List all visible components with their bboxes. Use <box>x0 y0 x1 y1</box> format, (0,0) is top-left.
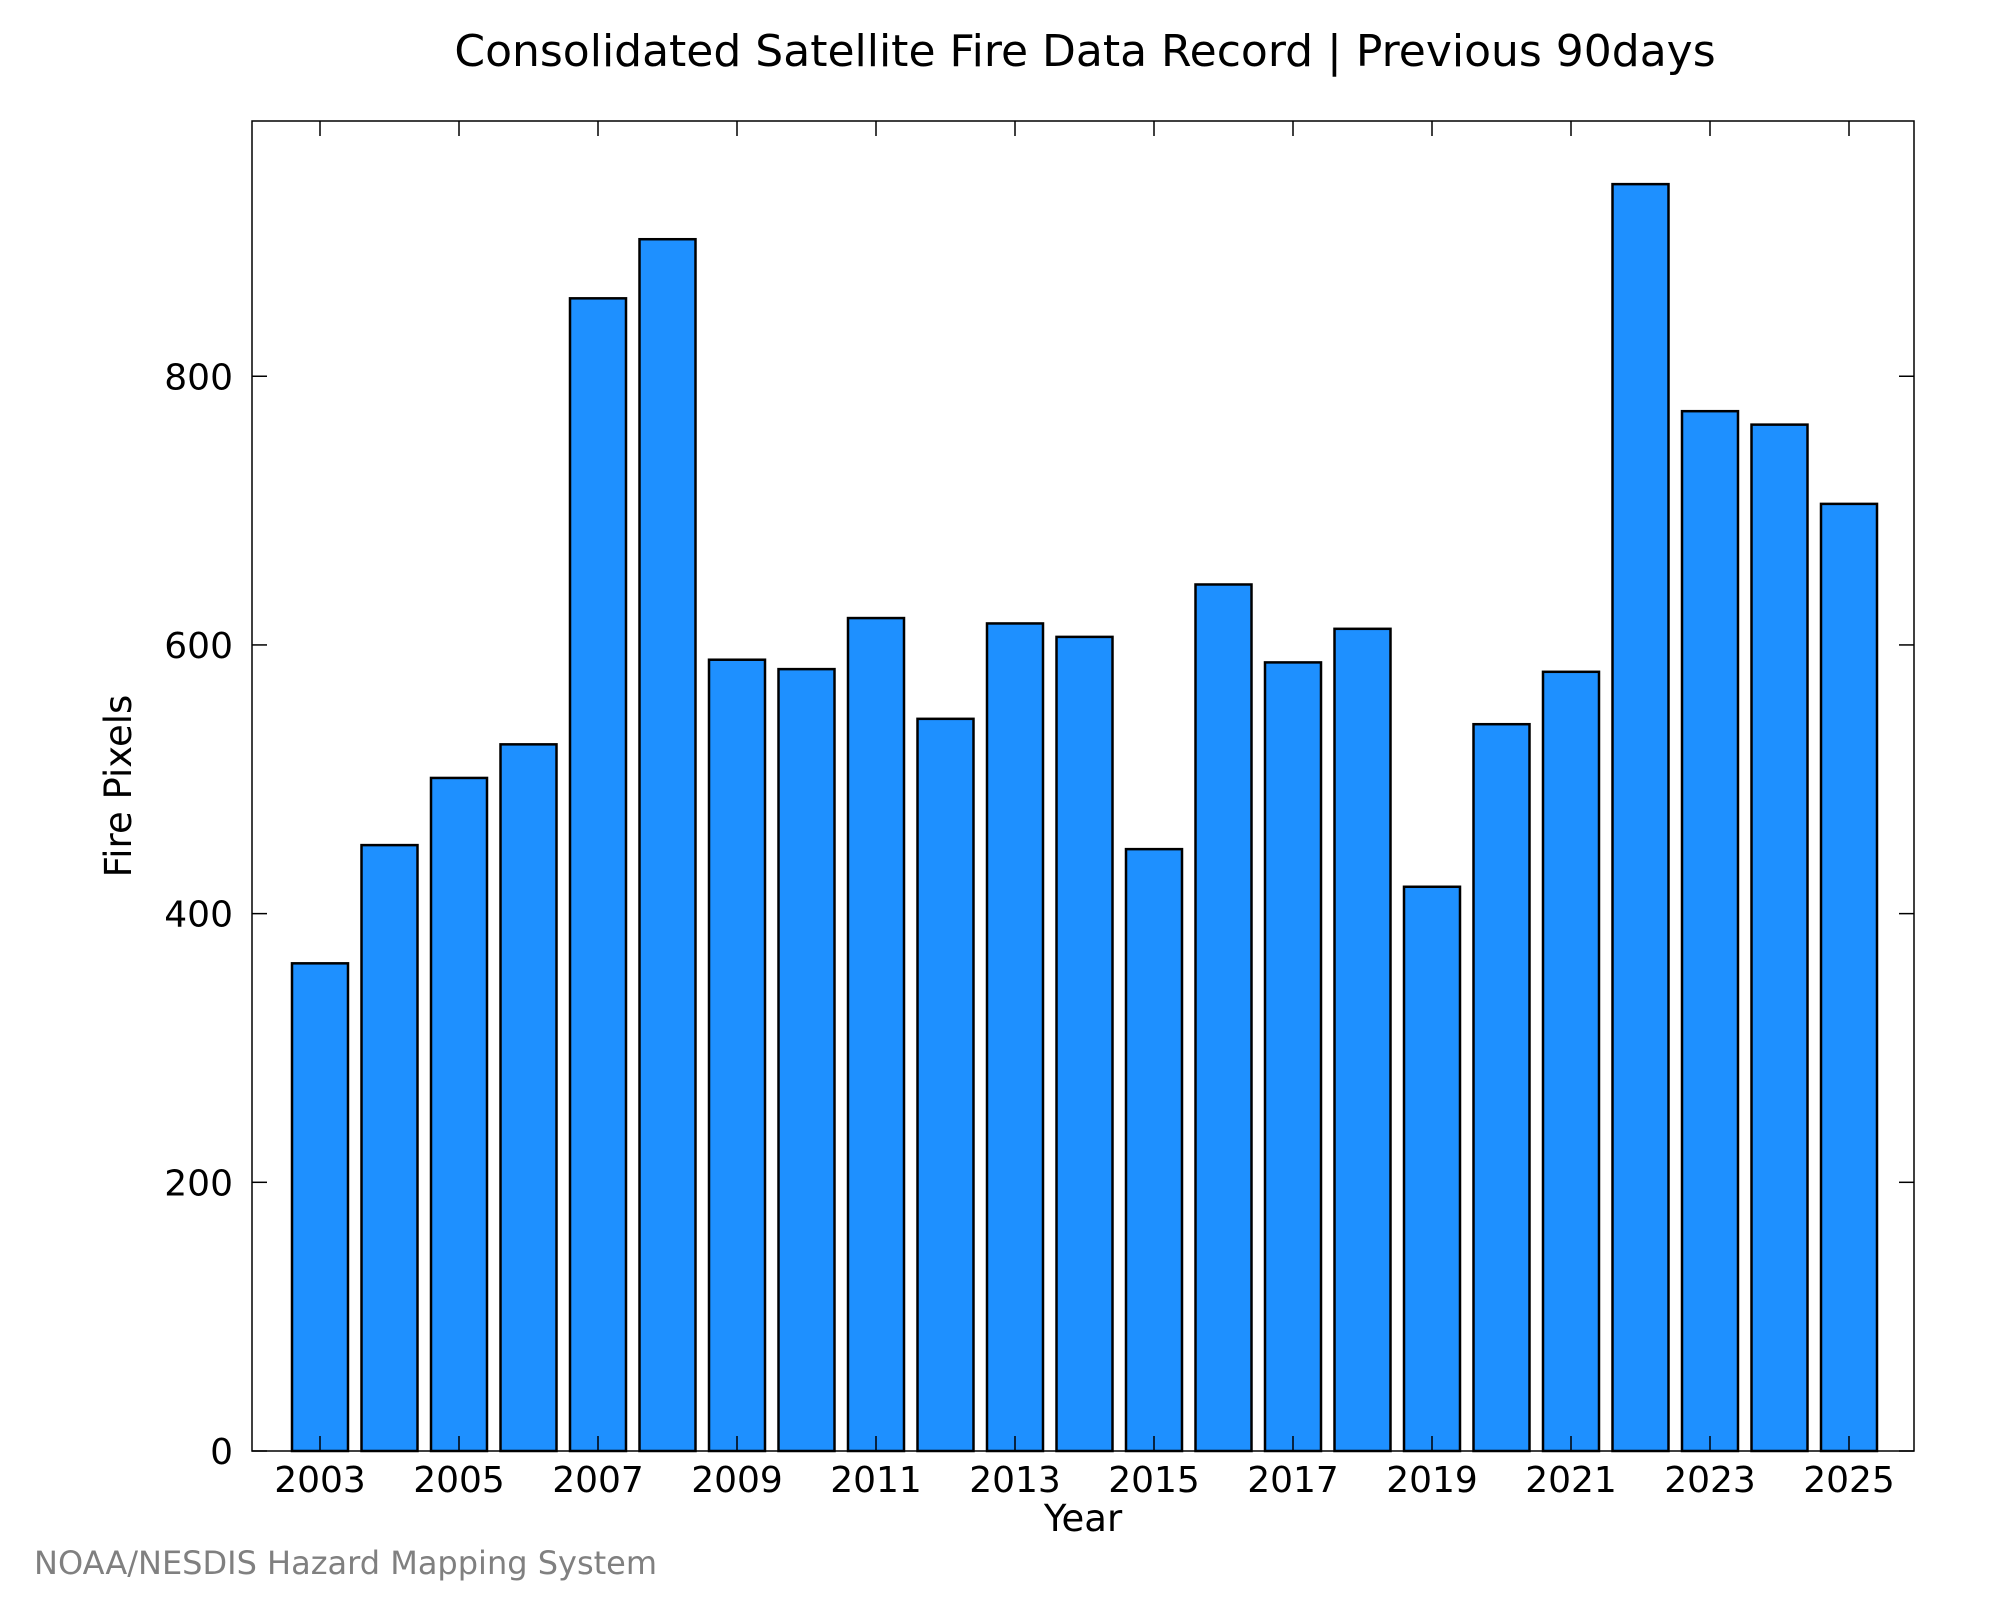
bar-2017 <box>1263 661 1323 1453</box>
x-tick-label-2005: 2005 <box>413 1460 505 1501</box>
x-tick-label-2009: 2009 <box>691 1460 783 1501</box>
bar-2020 <box>1472 722 1531 1453</box>
y-axis-label: Fire Pixels <box>97 695 140 878</box>
y-tick-label-400: 400 <box>164 895 233 936</box>
y-tick-label-800: 800 <box>164 357 233 398</box>
credit-text: NOAA/NESDIS Hazard Mapping System <box>34 1544 657 1582</box>
y-tick-label-0: 0 <box>210 1432 233 1473</box>
bars-layer <box>290 182 1879 1453</box>
x-tick-label-2019: 2019 <box>1386 1460 1478 1501</box>
bar-2013 <box>985 622 1045 1453</box>
bar-2021 <box>1541 670 1601 1453</box>
x-tick-label-2007: 2007 <box>552 1460 644 1501</box>
bar-2019 <box>1402 885 1462 1453</box>
bar-2007 <box>568 297 628 1453</box>
bar-2018 <box>1333 627 1392 1453</box>
bar-2008 <box>638 237 697 1453</box>
x-tick-label-2023: 2023 <box>1664 1460 1756 1501</box>
x-tick-label-2025: 2025 <box>1803 1460 1895 1501</box>
x-tick-label-2003: 2003 <box>274 1460 366 1501</box>
bar-2006 <box>499 743 558 1453</box>
bar-2016 <box>1194 583 1253 1453</box>
bar-2005 <box>429 776 489 1453</box>
bar-2003 <box>290 962 350 1453</box>
ticks-layer: 0 200 400 600 800 2003 2005 2007 2009 2011 2013 201… <box>164 121 1914 1501</box>
bar-2011 <box>846 616 906 1453</box>
bar-2010 <box>777 667 836 1453</box>
bar-2004 <box>360 843 419 1453</box>
chart-title: Consolidated Satellite Fire Data Record … <box>454 26 1715 77</box>
bar-2023 <box>1680 409 1740 1453</box>
bar-2025 <box>1819 502 1879 1453</box>
x-axis-label: Year <box>1043 1497 1123 1540</box>
x-tick-label-2013: 2013 <box>969 1460 1061 1501</box>
y-tick-label-600: 600 <box>164 626 233 667</box>
bar-2009 <box>707 658 767 1453</box>
bar-2015 <box>1124 847 1184 1453</box>
x-tick-label-2011: 2011 <box>830 1460 922 1501</box>
bar-2024 <box>1750 423 1809 1453</box>
bar-2022 <box>1611 182 1670 1453</box>
y-tick-label-200: 200 <box>164 1163 233 1204</box>
bar-2014 <box>1055 635 1114 1453</box>
x-tick-label-2017: 2017 <box>1247 1460 1339 1501</box>
x-tick-label-2015: 2015 <box>1108 1460 1200 1501</box>
bar-2012 <box>916 717 975 1453</box>
x-tick-label-2021: 2021 <box>1525 1460 1617 1501</box>
